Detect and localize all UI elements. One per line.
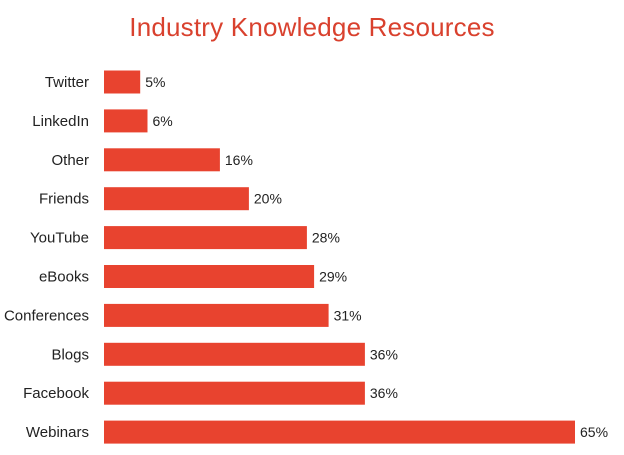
category-label: Other — [51, 152, 89, 169]
bar-linkedin — [104, 109, 148, 133]
value-label: 29% — [319, 269, 347, 285]
value-label: 28% — [312, 230, 340, 246]
value-label: 20% — [254, 191, 282, 207]
value-label: 36% — [370, 385, 398, 401]
bar-webinars — [104, 420, 575, 444]
chart-title: Industry Knowledge Resources — [129, 12, 495, 42]
bar-twitter — [104, 70, 141, 94]
bar-conferences — [104, 303, 329, 327]
bar-friends — [104, 187, 249, 211]
category-label: Twitter — [45, 74, 89, 91]
bar-facebook — [104, 381, 365, 405]
value-label: 65% — [580, 424, 608, 440]
value-label: 5% — [145, 74, 165, 90]
value-label: 6% — [153, 113, 173, 129]
bar-other — [104, 148, 220, 172]
bar-youtube — [104, 226, 307, 250]
category-label: Conferences — [4, 307, 89, 324]
category-label: LinkedIn — [32, 113, 89, 130]
category-label: Facebook — [23, 385, 89, 402]
bar-blogs — [104, 342, 365, 366]
category-label: Blogs — [51, 346, 89, 363]
category-label: Webinars — [26, 424, 89, 441]
category-label: Friends — [39, 191, 89, 208]
value-label: 36% — [370, 346, 398, 362]
bar-ebooks — [104, 265, 315, 288]
value-label: 31% — [334, 307, 362, 323]
value-label: 16% — [225, 152, 253, 168]
category-label: YouTube — [30, 230, 89, 247]
category-label: eBooks — [39, 269, 89, 286]
